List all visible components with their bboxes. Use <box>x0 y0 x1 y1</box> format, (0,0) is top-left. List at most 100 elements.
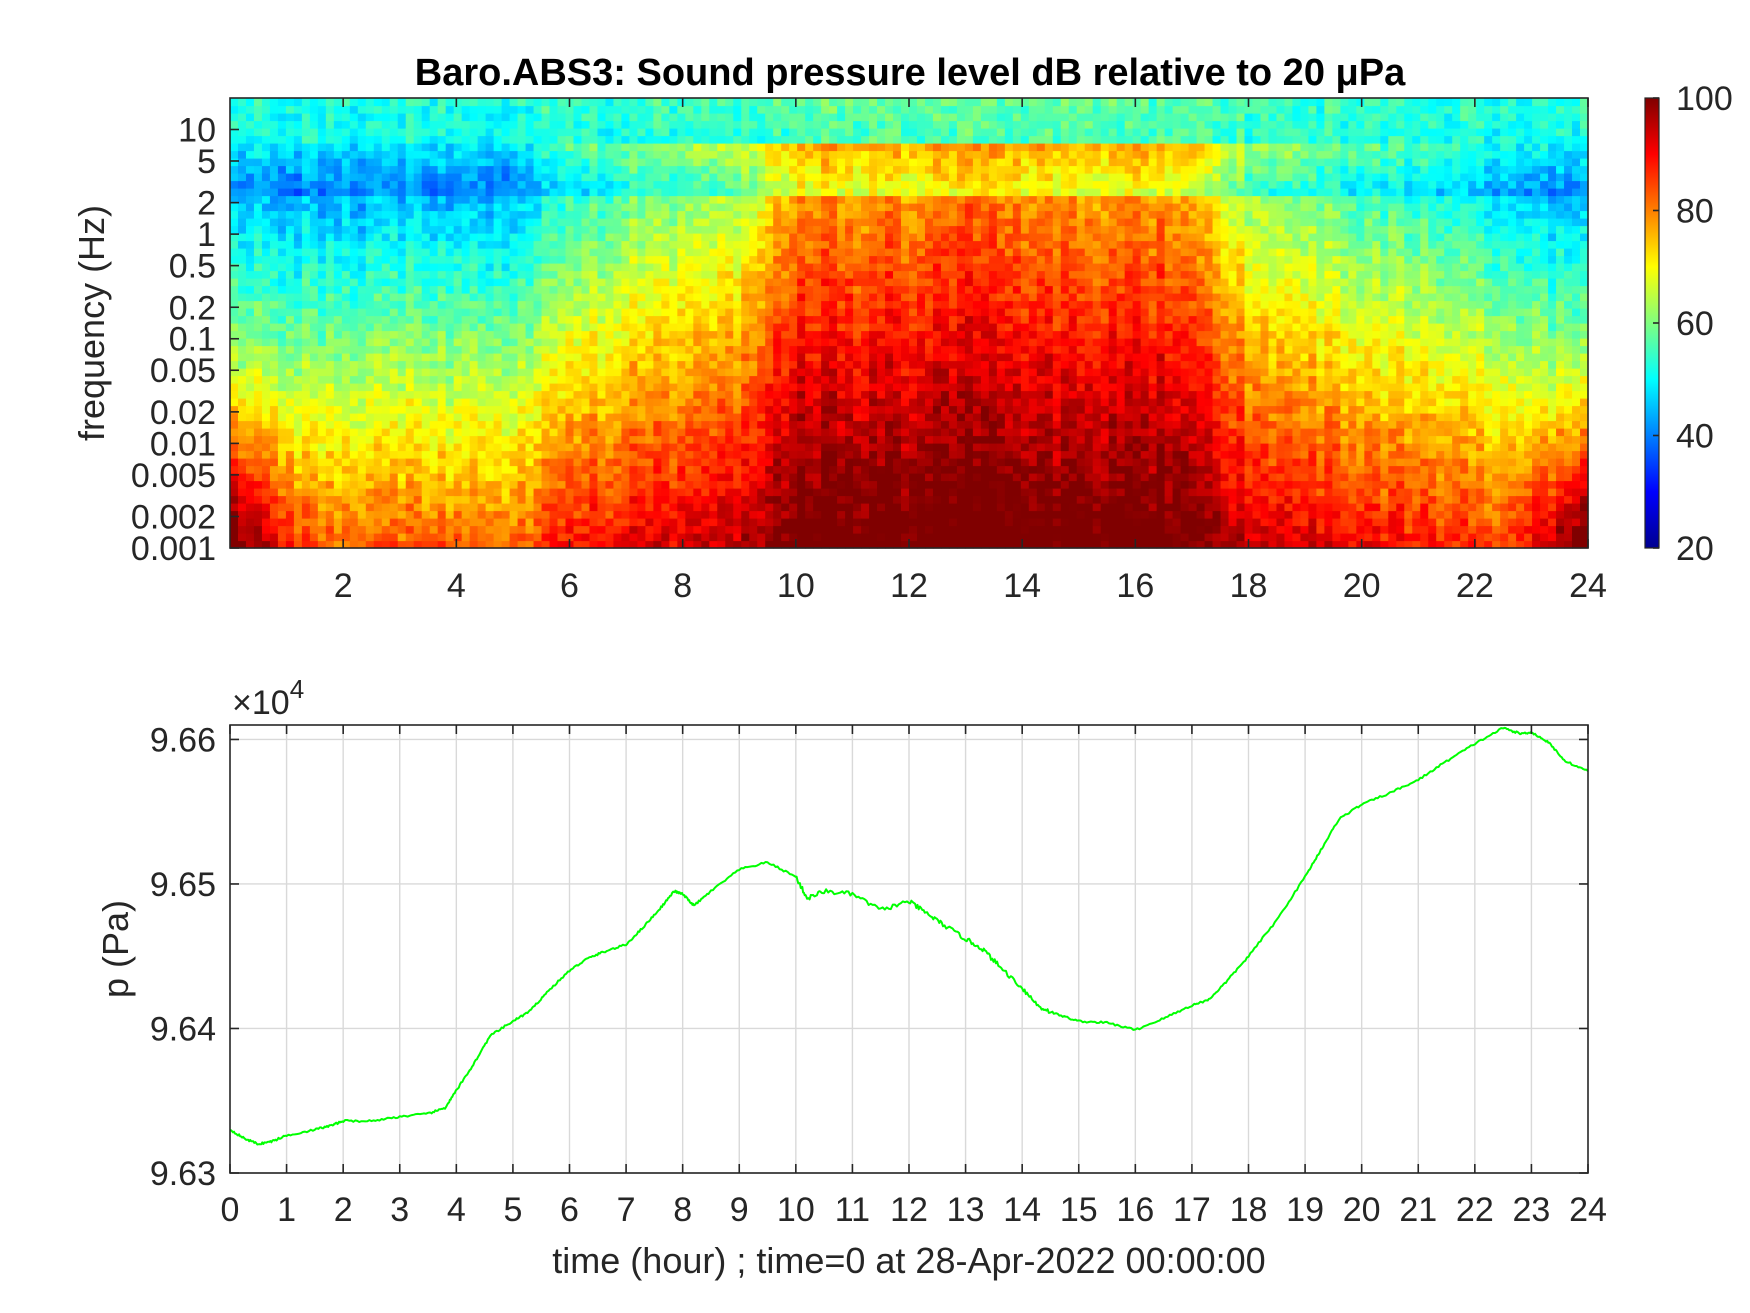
heatmap-cell <box>493 308 503 317</box>
heatmap-cell <box>685 165 694 174</box>
heatmap-cell <box>485 375 495 384</box>
heatmap-cell <box>757 398 766 407</box>
heatmap-cell <box>565 473 575 482</box>
heatmap-cell <box>325 458 335 467</box>
heatmap-cell <box>373 443 383 452</box>
heatmap-cell <box>581 300 591 309</box>
heatmap-cell <box>661 443 670 452</box>
heatmap-cell <box>829 225 838 234</box>
heatmap-cell <box>669 443 678 452</box>
heatmap-cell <box>421 278 431 287</box>
heatmap-cell <box>461 98 471 107</box>
heatmap-cell <box>253 120 263 129</box>
heatmap-cell <box>429 368 439 377</box>
heatmap-cell <box>301 525 311 534</box>
heatmap-cell <box>261 338 271 347</box>
heatmap-cell <box>645 165 654 174</box>
heatmap-cell <box>765 233 774 242</box>
heatmap-cell <box>629 458 638 467</box>
heatmap-cell <box>789 135 798 144</box>
heatmap-cell <box>669 428 678 437</box>
heatmap-cell <box>821 210 830 219</box>
heatmap-cell <box>765 195 774 204</box>
heatmap-cell <box>813 135 822 144</box>
heatmap-cell <box>797 413 806 422</box>
heatmap-cell <box>757 413 766 422</box>
heatmap-cell <box>605 105 615 114</box>
heatmap-cell <box>261 323 271 332</box>
heatmap-cell <box>261 368 271 377</box>
heatmap-cell <box>885 390 894 399</box>
heatmap-cell <box>805 188 814 197</box>
heatmap-cell <box>293 240 303 249</box>
heatmap-cell <box>637 405 646 414</box>
heatmap-cell <box>629 353 638 362</box>
heatmap-cell <box>230 465 239 474</box>
heatmap-cell <box>269 413 279 422</box>
heatmap-cell <box>453 480 463 489</box>
heatmap-cell <box>725 150 734 159</box>
heatmap-cell <box>309 165 319 174</box>
heatmap-cell <box>245 398 255 407</box>
heatmap-cell <box>405 98 415 107</box>
heatmap-cell <box>613 263 623 272</box>
heatmap-cell <box>613 533 623 542</box>
heatmap-cell <box>269 353 279 362</box>
heatmap-cell <box>773 158 782 167</box>
heatmap-cell <box>245 413 255 422</box>
heatmap-cell <box>517 525 527 534</box>
heatmap-cell <box>757 105 766 114</box>
heatmap-cell <box>557 285 567 294</box>
heatmap-cell <box>397 270 407 279</box>
heatmap-cell <box>749 503 758 512</box>
heatmap-cell <box>269 203 279 212</box>
heatmap-cell <box>645 473 654 482</box>
heatmap-cell <box>349 390 359 399</box>
heatmap-cell <box>717 525 726 534</box>
heatmap-cell <box>261 135 271 144</box>
heatmap-cell <box>853 315 862 324</box>
heatmap-cell <box>813 473 822 482</box>
heatmap-cell <box>293 293 303 302</box>
heatmap-cell <box>477 315 487 324</box>
heatmap-cell <box>293 518 303 527</box>
heatmap-cell <box>501 233 511 242</box>
heatmap-cell <box>773 375 782 384</box>
heatmap-cell <box>781 120 790 129</box>
heatmap-cell <box>645 128 654 137</box>
heatmap-cell <box>293 98 303 107</box>
heatmap-cell <box>757 98 766 107</box>
heatmap-cell <box>589 210 599 219</box>
heatmap-cell <box>533 540 543 549</box>
heatmap-cell <box>837 390 846 399</box>
heatmap-cell <box>821 465 830 474</box>
heatmap-cell <box>885 173 894 182</box>
heatmap-cell <box>549 428 559 437</box>
heatmap-cell <box>613 255 623 264</box>
heatmap-cell <box>341 278 351 287</box>
heatmap-cell <box>829 450 838 459</box>
heatmap-cell <box>493 285 503 294</box>
heatmap-cell <box>469 150 479 159</box>
heatmap-cell <box>765 225 774 234</box>
heatmap-cell <box>589 270 599 279</box>
heatmap-cell <box>301 300 311 309</box>
heatmap-cell <box>245 233 255 242</box>
heatmap-cell <box>413 360 423 369</box>
heatmap-cell <box>613 315 623 324</box>
heatmap-cell <box>325 270 335 279</box>
heatmap-cell <box>893 533 902 542</box>
heatmap-cell <box>509 510 519 519</box>
heatmap-cell <box>525 315 535 324</box>
heatmap-cell <box>885 323 894 332</box>
heatmap-cell <box>853 285 862 294</box>
heatmap-cell <box>869 450 878 459</box>
heatmap-cell <box>453 338 463 347</box>
heatmap-cell <box>749 203 758 212</box>
heatmap-cell <box>597 360 607 369</box>
heatmap-cell <box>325 510 335 519</box>
heatmap-cell <box>237 195 247 204</box>
heatmap-cell <box>397 390 407 399</box>
heatmap-cell <box>517 248 527 257</box>
heatmap-cell <box>837 225 846 234</box>
